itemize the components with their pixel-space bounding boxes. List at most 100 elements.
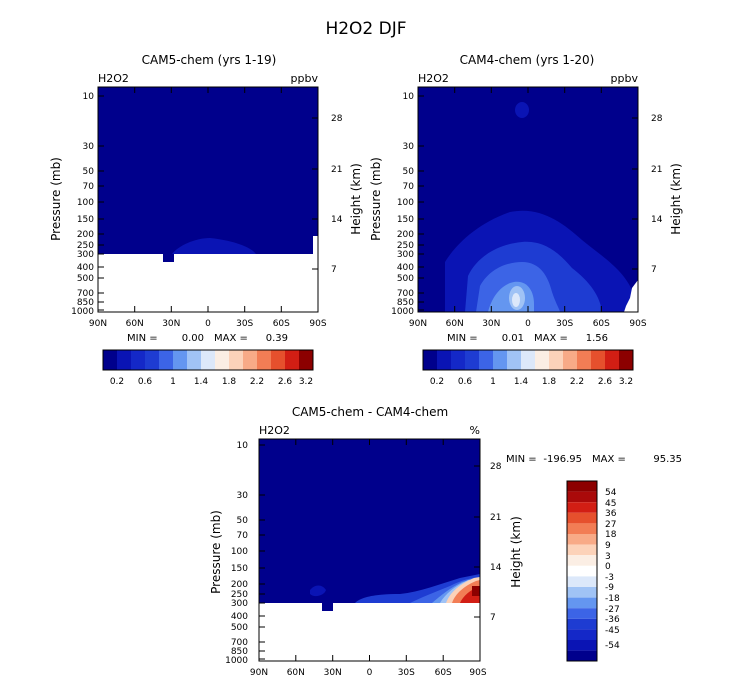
y-tick-label: 200 (397, 230, 414, 240)
colorbar-swatch (563, 350, 577, 370)
colorbar-label: 27 (605, 520, 616, 530)
right-tick-label: 7 (490, 613, 496, 623)
colorbar-swatch (507, 350, 521, 370)
contour-positive-max (472, 586, 480, 596)
colorbar-swatch (145, 350, 159, 370)
topography-notch (322, 603, 333, 611)
stats-max-label: MAX = (214, 333, 248, 344)
colorbar-swatch (159, 350, 173, 370)
y-axis-label: Pressure (mb) (369, 157, 383, 241)
right-tick-label: 28 (651, 114, 663, 124)
colorbar-swatch (567, 618, 597, 630)
colorbar-frame (102, 349, 314, 371)
plot-area (259, 439, 480, 661)
right-tick-label: 7 (651, 265, 657, 275)
y-axis-ticks (98, 95, 318, 311)
y-axis-label-right: Height (km) (669, 163, 683, 234)
x-tick-label: 0 (367, 668, 373, 678)
y-tick-label: 250 (231, 590, 248, 600)
colorbar-label: 2.6 (598, 377, 613, 387)
x-axis-ticks (417, 87, 602, 312)
right-corner-label: ppbv (611, 72, 639, 85)
right-tick-label: 14 (490, 563, 502, 573)
colorbar-label: -45 (605, 626, 620, 636)
colorbar-swatch (567, 523, 597, 534)
colorbar-label: -9 (605, 583, 614, 593)
y-tick-label: 30 (403, 142, 415, 152)
y-tick-label: 50 (83, 167, 95, 177)
x-tick-label: 60S (593, 319, 610, 329)
colorbar-swatch (493, 350, 507, 370)
x-axis-ticks (97, 87, 319, 312)
figure-title: H2O2 DJF (325, 19, 406, 39)
panel-cam4-chem: CAM4-chem (yrs 1-20) H2O2 ppbv 90N 60N 3… (369, 53, 683, 387)
y-tick-label: 300 (77, 250, 94, 260)
x-tick-label: 90N (89, 319, 107, 329)
stats-min-label: MIN = (127, 333, 158, 344)
x-tick-label: 90N (250, 668, 268, 678)
right-tick-label: 21 (651, 165, 662, 175)
colorbar-swatch (285, 350, 299, 370)
colorbar-label: 1.8 (222, 377, 237, 387)
right-tick-label: 21 (490, 513, 501, 523)
y-tick-label: 30 (83, 142, 95, 152)
colorbar-swatch (535, 350, 549, 370)
y-tick-label: 700 (397, 289, 414, 299)
missing-data-edge (313, 236, 318, 254)
missing-data-region (259, 603, 480, 661)
colorbar-label: 2.2 (250, 377, 264, 387)
contour-low (172, 238, 256, 254)
y-tick-label: 250 (397, 241, 414, 251)
colorbar-swatch (619, 350, 633, 370)
panel-title: CAM5-chem (yrs 1-19) (142, 53, 277, 67)
right-tick-label: 7 (331, 265, 337, 275)
y-tick-label: 100 (397, 198, 414, 208)
colorbar-swatch (243, 350, 257, 370)
right-corner-label: ppbv (291, 72, 319, 85)
colorbar-label: 0 (605, 562, 611, 572)
colorbar-swatch (567, 502, 597, 513)
colorbar-swatch (567, 640, 597, 651)
colorbar (102, 349, 314, 371)
colorbar-label: 36 (605, 509, 617, 519)
y-tick-label: 400 (77, 263, 94, 273)
left-corner-label: H2O2 (418, 72, 449, 85)
y-tick-label: 50 (237, 516, 249, 526)
colorbar-frame (422, 349, 634, 371)
x-tick-label: 30S (398, 668, 415, 678)
contour-upper-blob (515, 102, 529, 118)
stats-min-value: 0.00 (182, 333, 204, 344)
y-tick-label: 70 (83, 182, 95, 192)
missing-data-edge (624, 280, 638, 312)
colorbar-swatch (465, 350, 479, 370)
y-tick-label: 300 (231, 599, 248, 609)
y-tick-label: 100 (77, 198, 94, 208)
y-tick-label: 50 (403, 167, 415, 177)
colorbar-swatch (271, 350, 285, 370)
colorbar (422, 349, 634, 371)
plot-area (418, 87, 638, 312)
colorbar-swatch (215, 350, 229, 370)
x-tick-label: 0 (525, 319, 531, 329)
colorbar-swatch (451, 350, 465, 370)
missing-data-region (98, 254, 318, 312)
colorbar-label: 54 (605, 488, 617, 498)
y-tick-label: 250 (77, 241, 94, 251)
contour-small-left (310, 585, 326, 597)
y-axis-label: Pressure (mb) (49, 157, 63, 241)
x-tick-label: 90S (309, 319, 326, 329)
y-axis-label-right: Height (km) (349, 163, 363, 234)
colorbar-swatch (567, 534, 597, 545)
colorbar-label: -3 (605, 573, 614, 583)
left-corner-label: H2O2 (259, 424, 290, 437)
colorbar-swatch (567, 629, 597, 640)
y-tick-label: 850 (231, 647, 248, 657)
y-axis-ticks (259, 444, 480, 660)
colorbar (566, 480, 598, 662)
y-tick-label: 1000 (71, 307, 94, 317)
colorbar-label: 3.2 (299, 377, 313, 387)
colorbar-label: -27 (605, 605, 620, 615)
stats-max-value: 95.35 (653, 454, 682, 465)
colorbar-swatch (567, 491, 597, 503)
colorbar-swatch (567, 597, 597, 609)
